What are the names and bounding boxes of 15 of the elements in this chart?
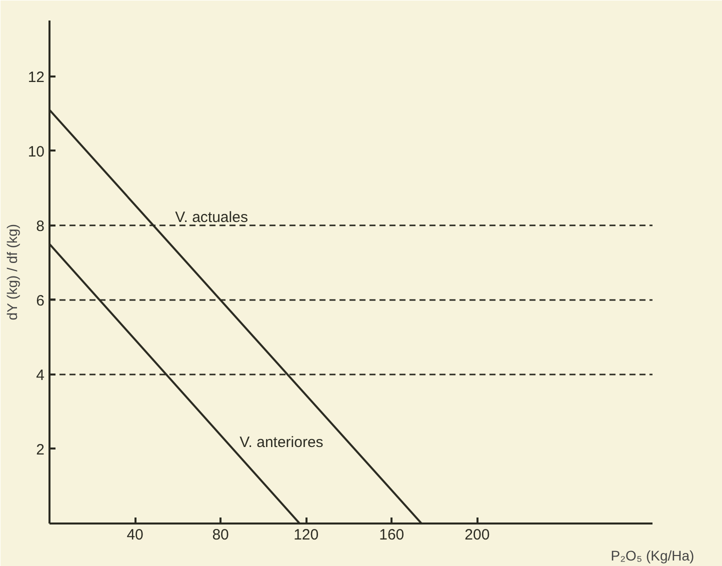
y-tick-label: 4 xyxy=(36,366,44,384)
x-tick-label: 160 xyxy=(379,526,404,544)
y-tick-label: 8 xyxy=(36,218,44,235)
x-tick-label: 120 xyxy=(294,526,319,544)
series-label: V. anteriores xyxy=(240,434,324,451)
x-axis-title: P₂O₅ (Kg/Ha) xyxy=(610,548,694,564)
y-tick-label: 6 xyxy=(36,292,44,310)
y-axis-title: dY (kg) / df (kg) xyxy=(4,224,20,320)
x-tick-label: 40 xyxy=(126,526,144,544)
x-tick-label: 80 xyxy=(212,526,229,544)
y-tick-label: 12 xyxy=(28,68,45,86)
series-label: V. actuales xyxy=(175,208,248,226)
y-tick-label: 2 xyxy=(36,441,44,458)
x-tick-label: 200 xyxy=(464,526,490,544)
y-tick-label: 10 xyxy=(28,143,45,160)
